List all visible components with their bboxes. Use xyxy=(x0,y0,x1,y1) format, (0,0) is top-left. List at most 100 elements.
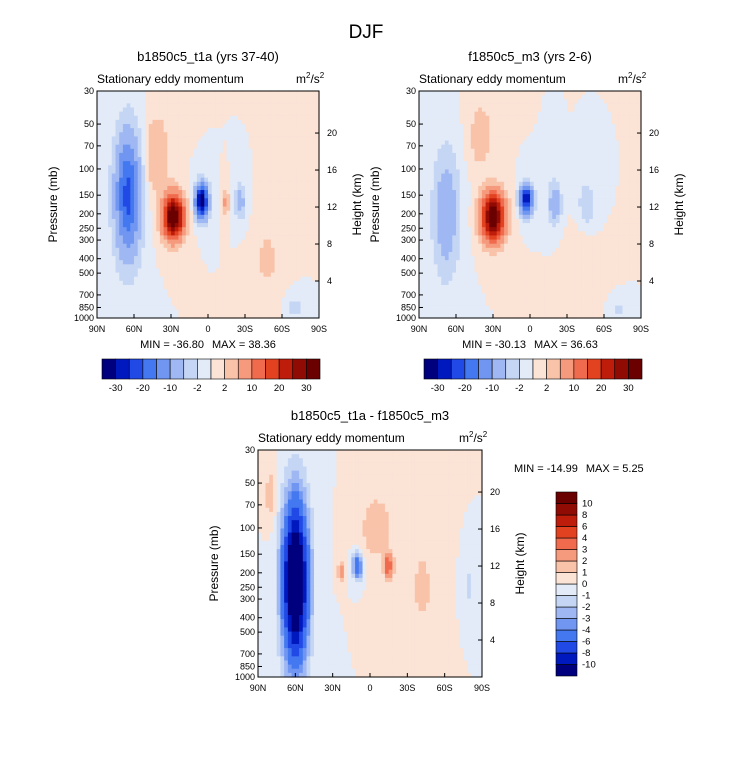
contour-cell xyxy=(578,107,583,113)
contour-cell xyxy=(585,173,590,179)
contour-cell xyxy=(111,301,117,307)
contour-cell xyxy=(270,99,276,104)
contour-cell xyxy=(156,152,161,158)
contour-cell xyxy=(570,177,575,183)
contour-cell xyxy=(104,173,109,179)
contour-cell xyxy=(130,206,135,212)
contour-cell xyxy=(311,124,316,129)
contour-cell xyxy=(115,235,120,241)
contour-cell xyxy=(615,194,620,199)
contour-cell xyxy=(607,157,612,162)
contour-cell xyxy=(100,173,105,179)
contour-cell xyxy=(278,140,283,146)
contour-cell xyxy=(219,214,224,220)
contour-cell xyxy=(304,268,309,274)
contour-cell xyxy=(178,227,183,232)
contour-cell xyxy=(430,161,435,166)
colorbar-swatch xyxy=(183,358,198,380)
contour-cell xyxy=(270,144,276,150)
contour-cell xyxy=(611,148,616,154)
contour-cell xyxy=(204,301,209,307)
contour-cell xyxy=(189,95,194,100)
contour-cell xyxy=(289,140,294,146)
contour-cell xyxy=(315,115,320,121)
contour-cell xyxy=(182,194,187,199)
contour-cell xyxy=(204,272,209,278)
contour-cell xyxy=(115,185,120,191)
contour-cell xyxy=(289,99,294,104)
contour-cell xyxy=(526,128,531,133)
contour-cell xyxy=(274,239,279,245)
contour-cell xyxy=(267,132,272,137)
height-tick-label: 4 xyxy=(327,276,332,286)
contour-cell xyxy=(141,111,146,117)
contour-cell xyxy=(444,144,450,150)
contour-cell xyxy=(126,214,131,220)
contour-cell xyxy=(130,144,135,150)
contour-cell xyxy=(193,148,198,154)
contour-cell xyxy=(493,198,498,204)
contour-cell xyxy=(241,107,246,113)
contour-cell xyxy=(515,190,520,195)
contour-cell xyxy=(122,157,128,162)
contour-cell xyxy=(226,161,231,166)
contour-cell xyxy=(555,161,561,166)
contour-cell xyxy=(171,107,176,113)
contour-cell xyxy=(574,190,579,195)
contour-cell xyxy=(159,264,165,270)
contour-cell xyxy=(222,214,228,220)
contour-cell xyxy=(163,284,168,290)
contour-cell xyxy=(111,313,117,319)
contour-cell xyxy=(307,313,313,319)
contour-cell xyxy=(300,227,305,232)
contour-cell xyxy=(104,260,109,265)
contour-cell xyxy=(122,309,128,315)
contour-cell xyxy=(430,132,435,137)
contour-cell xyxy=(174,161,179,166)
contour-cell xyxy=(607,152,612,158)
contour-cell xyxy=(311,297,316,303)
contour-cell xyxy=(167,227,172,232)
contour-cell xyxy=(219,260,224,265)
contour-cell xyxy=(496,181,501,187)
contour-cell xyxy=(115,227,120,232)
contour-cell xyxy=(263,124,268,129)
contour-cell xyxy=(615,95,620,100)
contour-cell xyxy=(148,136,154,142)
contour-cell xyxy=(307,272,313,278)
contour-cell xyxy=(618,91,624,96)
contour-cell xyxy=(426,148,431,154)
contour-cell xyxy=(100,181,105,187)
contour-cell xyxy=(611,99,616,104)
contour-cell xyxy=(600,95,605,100)
contour-cell xyxy=(485,157,490,162)
contour-cell xyxy=(456,103,461,109)
contour-cell xyxy=(304,284,309,290)
contour-cell xyxy=(167,293,172,298)
contour-cell xyxy=(167,169,172,175)
contour-cell xyxy=(167,152,172,158)
contour-cell xyxy=(137,276,142,282)
contour-cell xyxy=(219,119,224,125)
contour-cell xyxy=(222,95,228,100)
contour-cell xyxy=(119,223,124,228)
contour-cell xyxy=(111,297,117,303)
contour-cell xyxy=(178,173,183,179)
contour-cell xyxy=(419,157,424,162)
contour-cell xyxy=(448,148,453,154)
contour-cell xyxy=(178,190,183,195)
contour-cell xyxy=(267,169,272,175)
contour-cell xyxy=(433,181,439,187)
contour-cell xyxy=(182,140,187,146)
contour-cell xyxy=(278,301,283,307)
contour-cell xyxy=(548,181,553,187)
contour-cell xyxy=(470,161,476,166)
contour-cell xyxy=(108,198,113,204)
contour-cell xyxy=(270,223,276,228)
contour-cell xyxy=(607,128,612,133)
contour-cell xyxy=(182,190,187,195)
contour-cell xyxy=(282,107,287,113)
contour-cell xyxy=(111,115,117,121)
contour-cell xyxy=(481,161,487,166)
contour-cell xyxy=(485,119,490,125)
